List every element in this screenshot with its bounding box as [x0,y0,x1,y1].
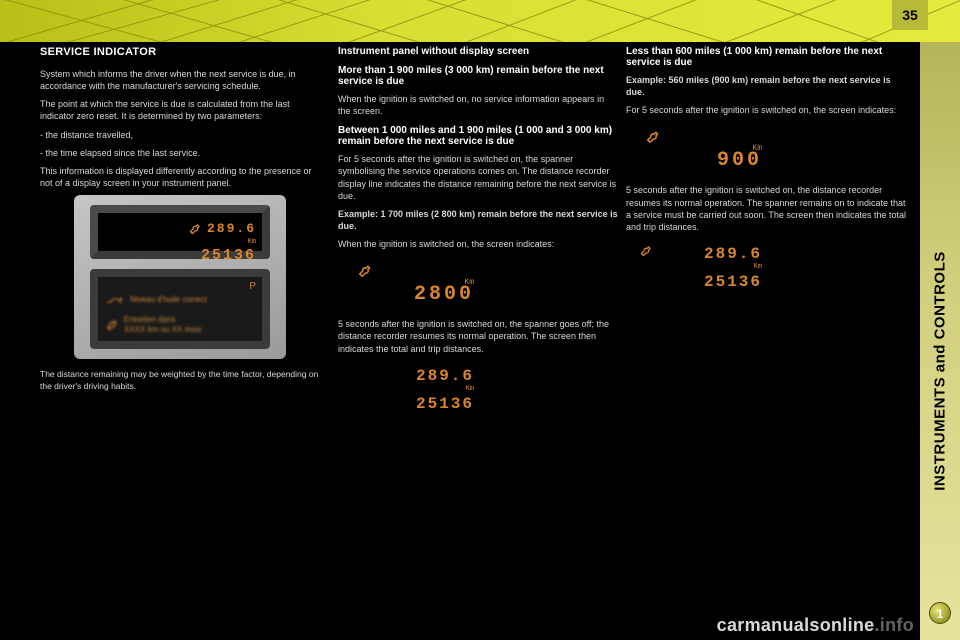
footnote: The distance remaining may be weighted b… [40,369,320,392]
oil-icon [106,295,124,305]
unit-label: Km [754,263,762,271]
wrench-icon [646,130,660,148]
subheading: Less than 600 miles (1 000 km) remain be… [626,46,906,68]
display-box-2800: Km 2800 [344,256,484,312]
chapter-number-badge: 1 [929,602,951,624]
display-value: 900 [717,149,762,172]
service-due-text: Entretien dans XXXX km ou XX mois [124,315,201,334]
body-text: System which informs the driver when the… [40,68,320,92]
instrument-cluster-illustration: 289.6 Km 25136 P Niveau d'huile correct [74,195,286,359]
watermark: carmanualsonline.info [717,615,914,636]
page-content: SERVICE INDICATOR System which informs t… [0,46,918,626]
cluster-lower-display: P Niveau d'huile correct [90,269,270,349]
side-tab-label: INSTRUMENTS and CONTROLS [932,251,949,491]
oil-level-text: Niveau d'huile correct [130,295,207,305]
body-text: For 5 seconds after the ignition is swit… [338,153,618,202]
display-box-trip-odo: 289.6 Km 25136 [344,361,484,417]
body-text: 5 seconds after the ignition is switched… [338,318,618,354]
example-text: Example: 1 700 miles (2 800 km) remain b… [338,208,618,232]
list-item: - the time elapsed since the last servic… [40,147,320,159]
display-box-900: Km 900 [632,122,772,178]
cluster-upper-display: 289.6 Km 25136 [90,205,270,259]
body-text: The point at which the service is due is… [40,98,320,122]
subheading: Between 1 000 miles and 1 900 miles (1 0… [338,125,618,147]
column-2: Instrument panel without display screen … [338,46,618,423]
example-lead: Example: 1 700 miles (2 800 km) remain b… [338,209,618,231]
example-lead: Example: 560 miles (900 km) remain befor… [626,75,891,97]
unit-label: Km [466,385,474,393]
side-tab: INSTRUMENTS and CONTROLS 1 [920,42,960,640]
odometer-value: 25136 [189,247,256,264]
display-value: 2800 [414,283,474,306]
wrench-icon [189,221,201,236]
watermark-suffix: .info [875,615,915,635]
unit-label: Km [248,238,256,246]
example-text: Example: 560 miles (900 km) remain befor… [626,74,906,98]
trip-value: 289.6 [207,221,256,236]
heading-service-indicator: SERVICE INDICATOR [40,46,320,58]
body-text: 5 seconds after the ignition is switched… [626,184,906,233]
gear-indicator: P [249,281,256,292]
wrench-icon [106,319,118,331]
subheading: More than 1 900 miles (3 000 km) remain … [338,65,618,87]
wrench-icon [358,264,372,282]
column-1: SERVICE INDICATOR System which informs t… [40,46,320,398]
top-geometric-band [0,0,960,42]
display-box-trip-odo: 289.6 Km 25136 [632,239,772,295]
column-3: Less than 600 miles (1 000 km) remain be… [626,46,906,301]
watermark-main: carmanualsonline [717,615,875,635]
body-text: For 5 seconds after the ignition is swit… [626,104,906,116]
page-number: 35 [892,0,928,30]
odometer-value: 25136 [416,395,474,413]
odometer-value: 25136 [704,273,762,291]
wrench-icon [640,245,652,261]
body-text: When the ignition is switched on, no ser… [338,93,618,117]
body-text: This information is displayed differentl… [40,165,320,189]
trip-value: 289.6 [416,367,474,385]
subheading: Instrument panel without display screen [338,46,618,57]
trip-value: 289.6 [704,245,762,263]
body-text: When the ignition is switched on, the sc… [338,238,618,250]
list-item: - the distance travelled, [40,129,320,141]
